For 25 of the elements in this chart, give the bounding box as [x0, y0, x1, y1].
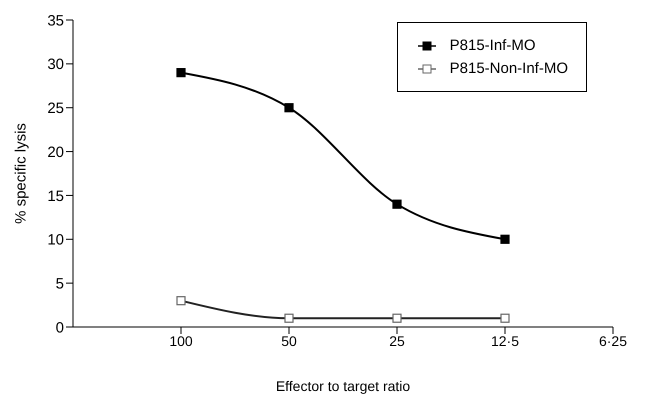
- y-axis-title: % specific lysis: [12, 123, 30, 224]
- point: [284, 103, 294, 112]
- y-tick-label: 0: [56, 319, 64, 336]
- point: [500, 234, 510, 244]
- x-tick-label: 50: [281, 332, 297, 349]
- x-tick-label: 25: [389, 332, 405, 349]
- y-tick-label: 35: [47, 12, 64, 30]
- y-tick-label: 5: [56, 275, 64, 292]
- y-tick-label: 15: [47, 188, 64, 205]
- point: [176, 68, 186, 78]
- y-tick-label: 30: [47, 56, 64, 74]
- legend-label: P815-Non-Inf-MO: [450, 60, 568, 77]
- x-tick-label: 12·5: [490, 332, 520, 349]
- point: [392, 314, 402, 323]
- y-tick-label: 20: [47, 144, 64, 161]
- point: [500, 314, 510, 323]
- point: [392, 200, 402, 209]
- y-tick-label: 10: [47, 232, 64, 249]
- legend-label: P815-Inf-MO: [450, 37, 536, 54]
- point: [284, 314, 294, 323]
- point: [176, 296, 186, 306]
- x-axis-title: Effector to target ratio: [276, 378, 410, 394]
- x-tick-label: 6·25: [598, 332, 628, 349]
- x-tick-label: 100: [169, 332, 193, 349]
- y-tick-label: 25: [47, 100, 64, 118]
